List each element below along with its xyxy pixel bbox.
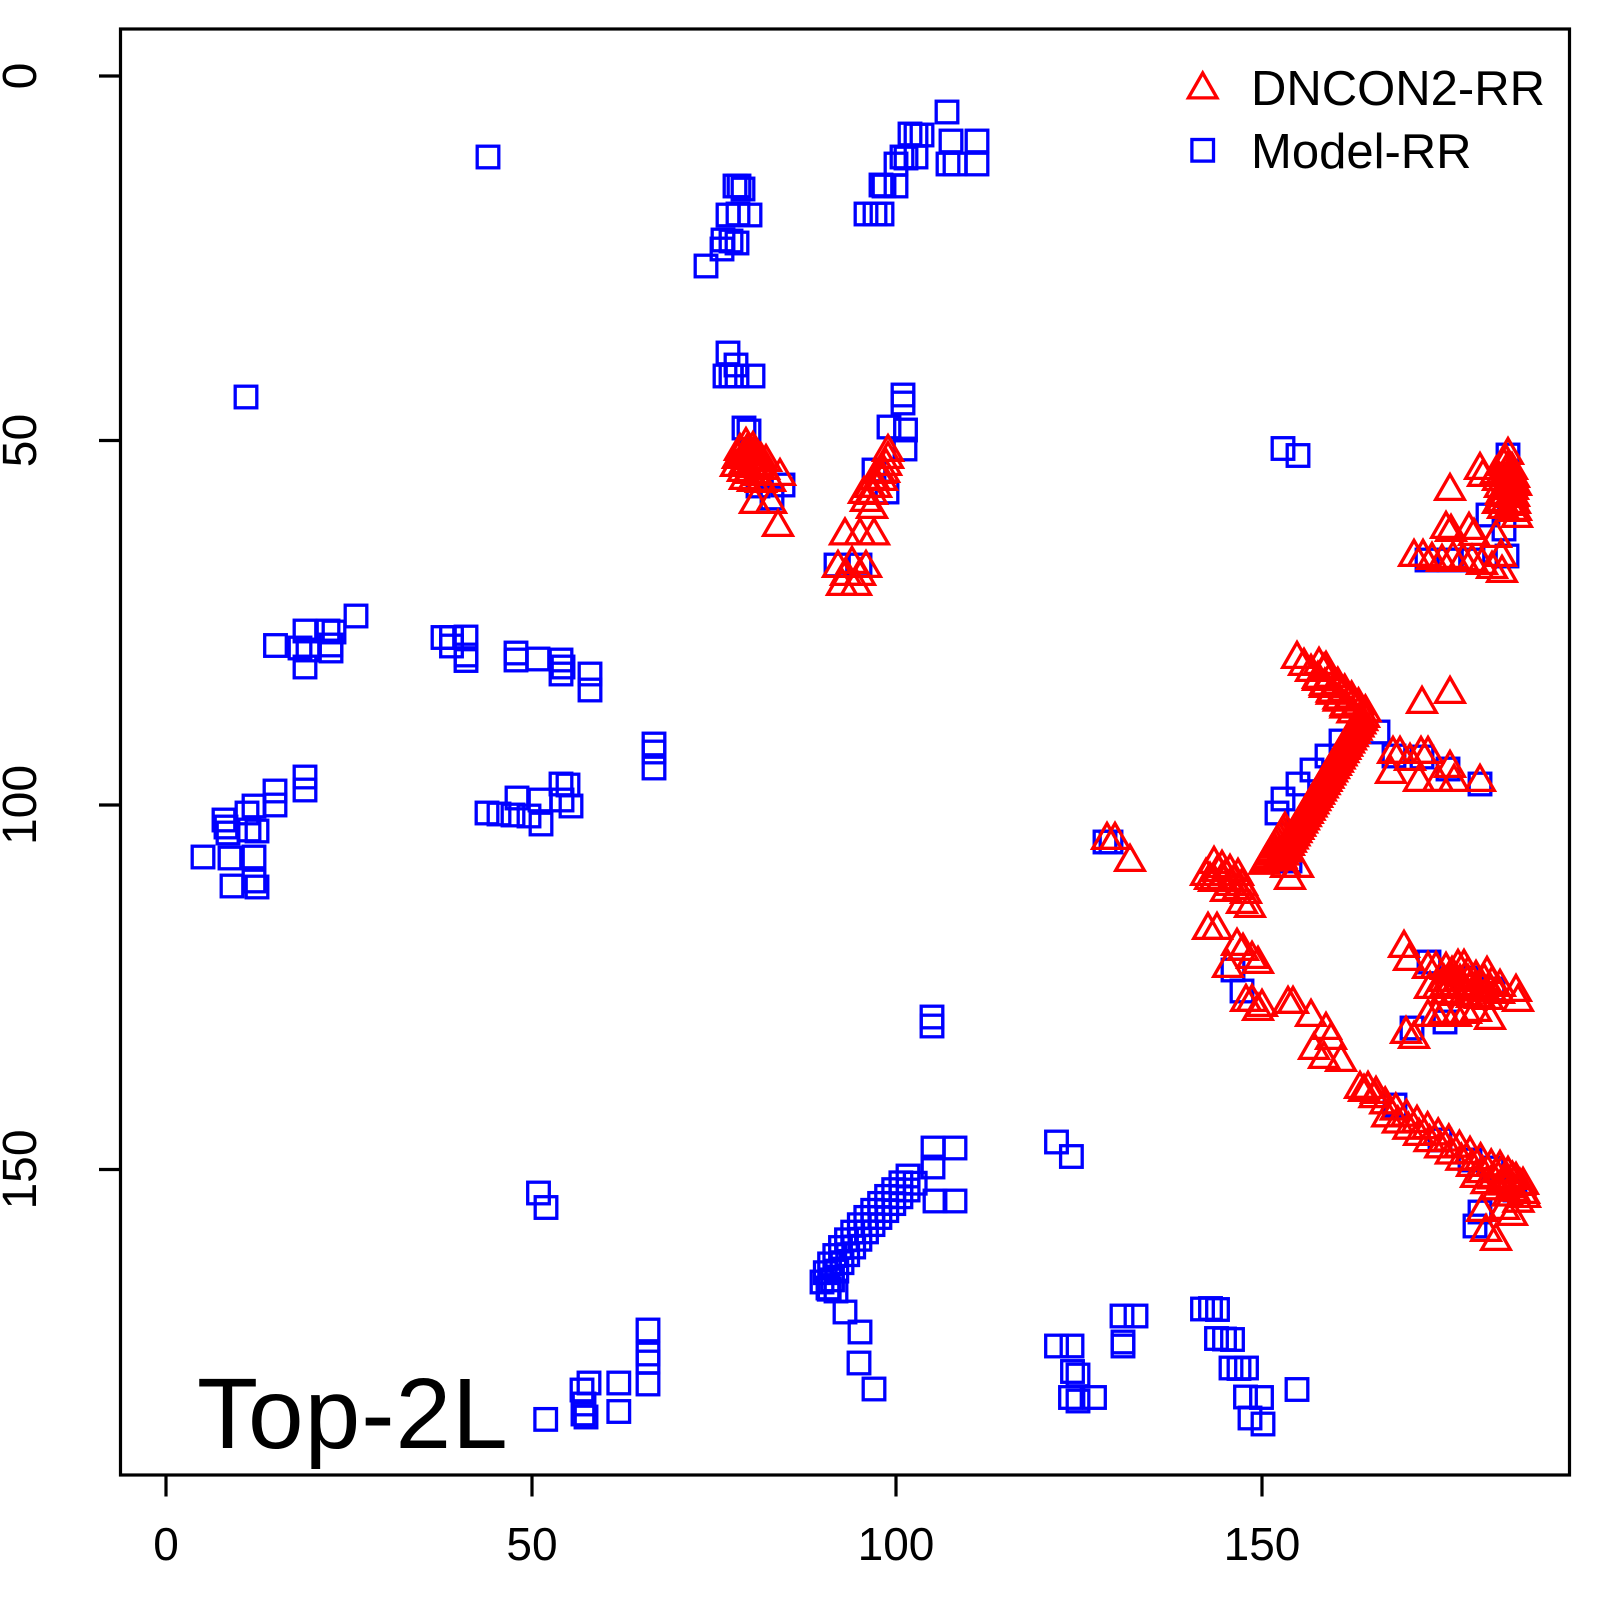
svg-text:Top-2L: Top-2L [197,1358,509,1470]
svg-text:50: 50 [0,414,47,467]
svg-text:0: 0 [153,1518,179,1570]
svg-text:150: 150 [0,1129,47,1209]
svg-text:DNCON2-RR: DNCON2-RR [1251,62,1545,116]
svg-text:150: 150 [1224,1518,1301,1570]
svg-text:100: 100 [0,765,47,845]
svg-text:0: 0 [0,63,47,90]
svg-text:100: 100 [858,1518,935,1570]
svg-text:Model-RR: Model-RR [1251,125,1472,179]
svg-text:50: 50 [506,1518,557,1570]
